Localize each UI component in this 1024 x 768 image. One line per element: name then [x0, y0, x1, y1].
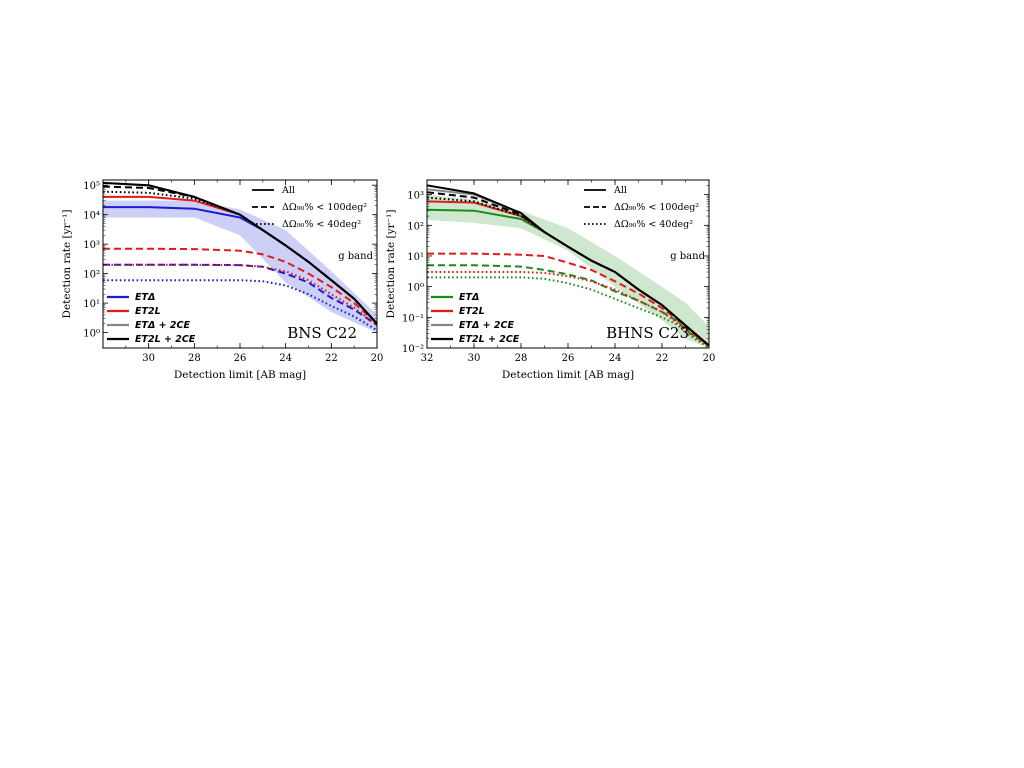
y-tick-label: 10²	[83, 270, 100, 281]
series-line	[103, 279, 377, 332]
band-label: g band	[670, 251, 705, 262]
legend-style-label: ΔΩ₉₀% < 100deg²	[282, 202, 367, 213]
x-tick-label: 20	[371, 353, 384, 364]
series-line	[103, 190, 377, 325]
x-tick-label: 24	[609, 353, 622, 364]
legend-style-label: ΔΩ₉₀% < 100deg²	[614, 202, 699, 213]
x-tick-label: 28	[515, 353, 528, 364]
legend-style-label: All	[281, 185, 295, 196]
network-legend: ETΔ ET2L ETΔ + 2CE ET2L + 2CE	[431, 292, 520, 345]
legend-network-label: ETΔ + 2CE	[459, 320, 514, 331]
legend-network-label: ETΔ	[459, 292, 479, 303]
y-axis-label: Detection rate [yr⁻¹]	[61, 210, 73, 319]
y-tick-label: 10¹	[407, 252, 424, 263]
legend-style-label: ΔΩ₉₀% < 40deg²	[614, 219, 693, 230]
x-tick-label: 30	[142, 353, 155, 364]
y-tick-label: 10³	[83, 240, 100, 251]
legend-style-label: ΔΩ₉₀% < 40deg²	[282, 219, 361, 230]
x-tick-label: 22	[325, 353, 338, 364]
x-tick-label: 30	[468, 353, 481, 364]
style-legend: All ΔΩ₉₀% < 100deg² ΔΩ₉₀% < 40deg²	[584, 185, 699, 230]
y-tick-label: 10⁴	[83, 211, 100, 222]
band-label: g band	[338, 251, 373, 262]
legend-network-label: ET2L	[459, 306, 485, 317]
x-tick-label: 22	[656, 353, 669, 364]
uncertainty-band	[103, 200, 377, 333]
x-tick-label: 28	[188, 353, 201, 364]
x-tick-label: 26	[562, 353, 575, 364]
panel-2: 32 30 28 26 24 22 20 10⁻² 10⁻¹ 10⁰ 10¹ 10² 10³ Detect…	[385, 179, 716, 381]
series-line	[103, 263, 377, 326]
y-tick-label: 10⁻¹	[402, 313, 424, 324]
y-tick-label: 10²	[407, 221, 424, 232]
y-tick-label: 10⁰	[83, 329, 100, 340]
legend-network-label: ET2L + 2CE	[135, 334, 196, 345]
y-tick-label: 10³	[407, 191, 424, 202]
legend-style-label: All	[613, 185, 627, 196]
legend-network-label: ET2L	[135, 306, 161, 317]
panel-1: 30 28 26 24 22 20 10⁰ 10¹ 10² 10³ 10⁴ 10⁵ Detection …	[61, 179, 384, 381]
plot-area	[427, 184, 709, 348]
y-axis-label: Detection rate [yr⁻¹]	[385, 210, 397, 319]
x-tick-label: 32	[421, 353, 434, 364]
legend-network-label: ETΔ	[135, 292, 155, 303]
y-tick-label: 10¹	[83, 299, 100, 310]
series-line	[427, 271, 709, 348]
series-line	[427, 191, 709, 347]
x-axis-label: Detection limit [AB mag]	[502, 369, 634, 381]
legend-network-label: ET2L + 2CE	[459, 334, 520, 345]
y-tick-label: 10⁵	[83, 181, 100, 192]
y-tick-label: 10⁰	[407, 283, 424, 294]
series-line	[103, 247, 377, 325]
series-line	[427, 252, 709, 347]
plot-area	[103, 181, 377, 333]
x-axis-label: Detection limit [AB mag]	[174, 369, 306, 381]
x-tick-label: 26	[234, 353, 247, 364]
network-legend: ETΔ ET2L ETΔ + 2CE ET2L + 2CE	[107, 292, 196, 345]
style-legend: All ΔΩ₉₀% < 100deg² ΔΩ₉₀% < 40deg²	[252, 185, 367, 230]
y-tick-label: 10⁻²	[402, 344, 424, 355]
x-tick-label: 24	[279, 353, 292, 364]
panel-annotation: BHNS C23	[606, 324, 689, 342]
panel-annotation: BNS C22	[287, 324, 357, 342]
x-tick-label: 20	[703, 353, 716, 364]
legend-network-label: ETΔ + 2CE	[135, 320, 190, 331]
